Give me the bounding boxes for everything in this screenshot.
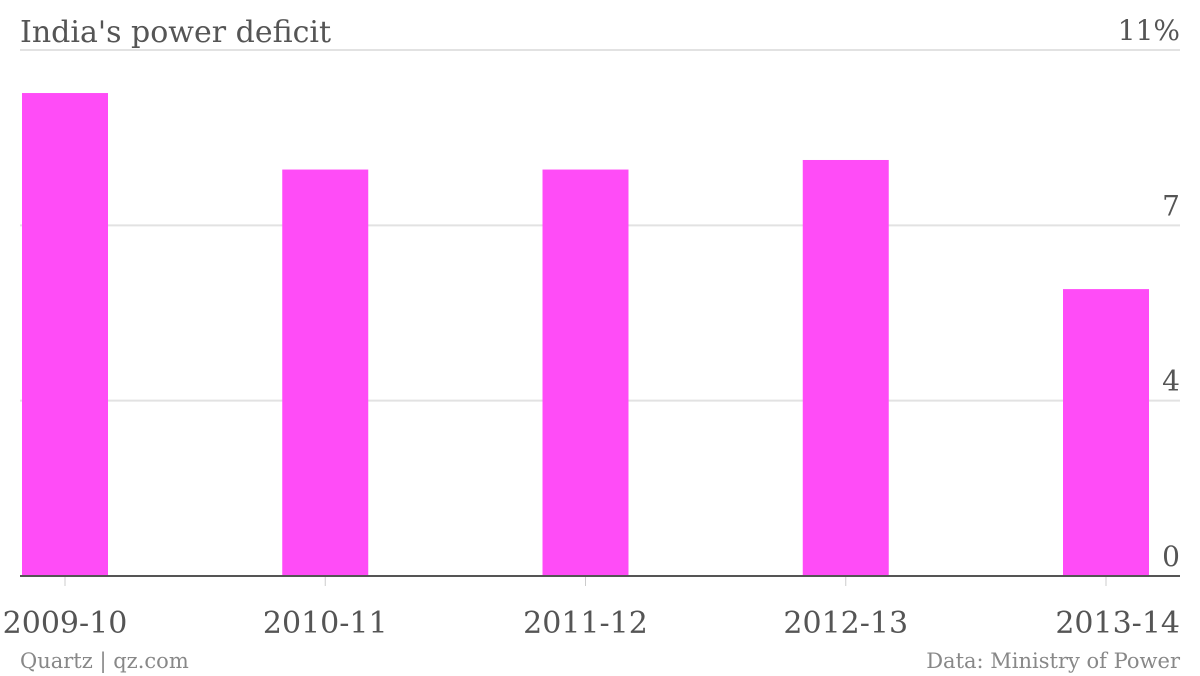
bar [22,93,108,576]
source: Data: Ministry of Power [926,649,1181,673]
x-tick-label: 2013-14 [1055,606,1180,641]
bar [802,159,889,576]
y-tick-label: 11% [1118,14,1180,47]
bar [542,169,629,576]
x-tick-label: 2012-13 [783,606,908,641]
bar [1063,289,1149,576]
chart-title: India's power deficit [20,15,331,50]
bar [282,169,369,576]
credit: Quartz | qz.com [20,649,189,674]
x-tick-label: 2011-12 [523,606,648,641]
x-tick-label: 2009-10 [3,606,128,641]
y-tick-label: 4 [1162,365,1180,398]
x-tick-label: 2010-11 [263,606,388,641]
y-tick-label: 0 [1162,540,1180,573]
y-tick-label: 7 [1162,189,1180,222]
